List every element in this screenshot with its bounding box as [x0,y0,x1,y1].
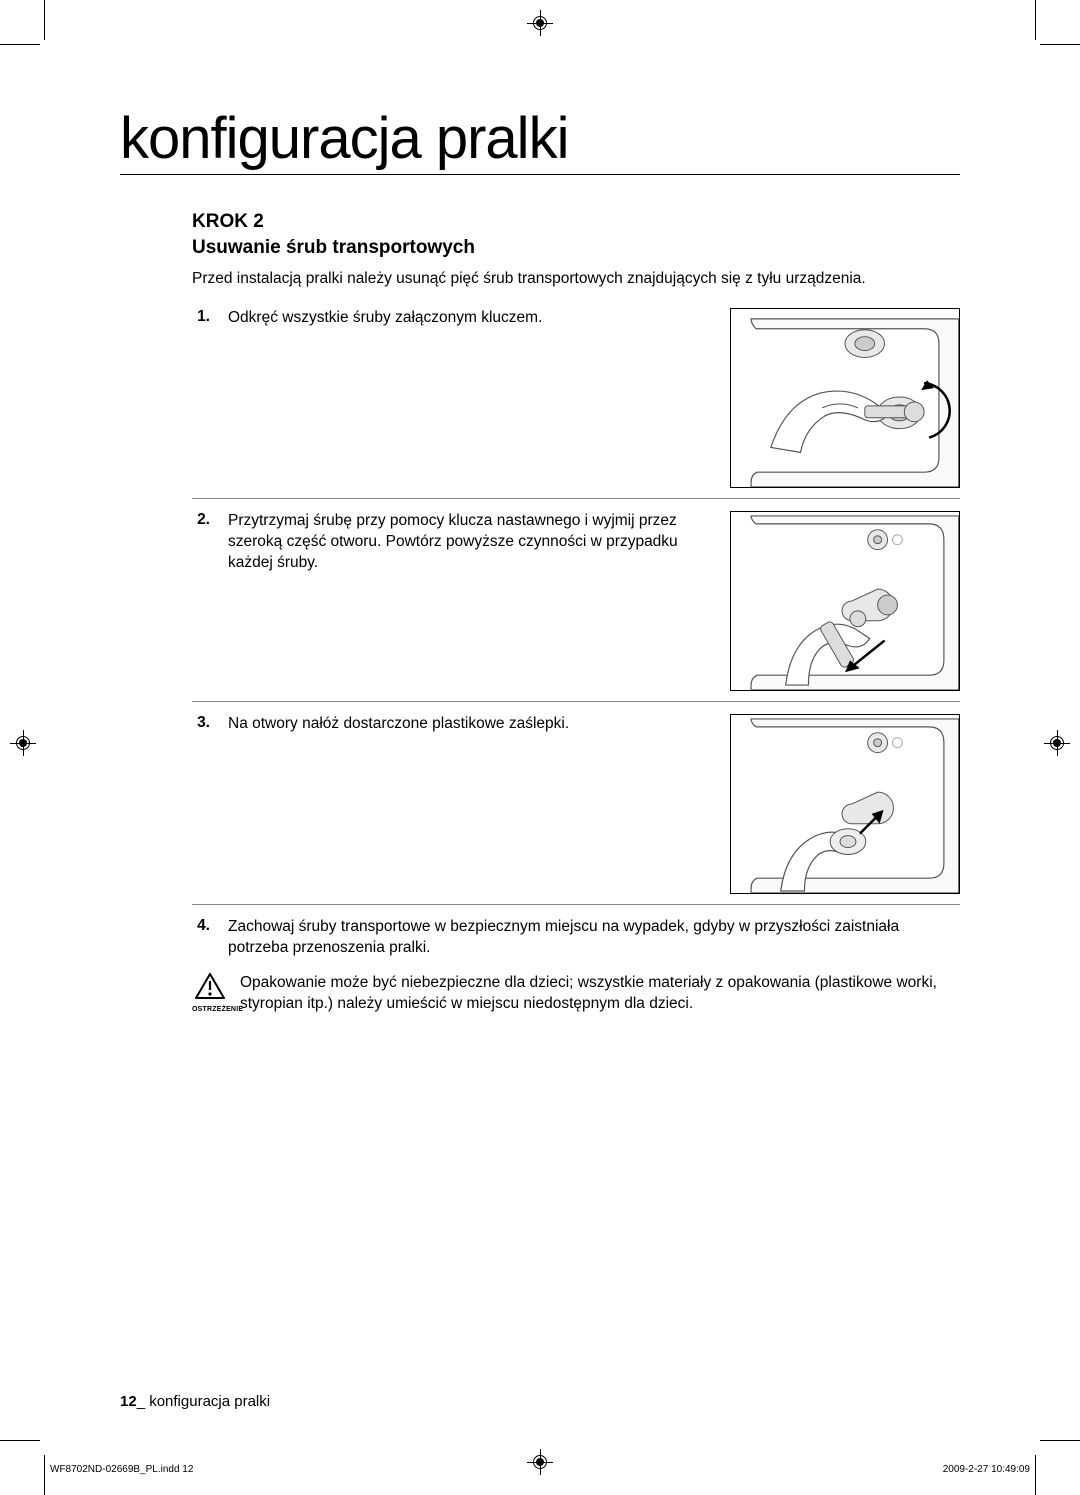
step-row: 3. Na otwory nałóż dostarczone plastikow… [192,701,960,894]
step-text: Przytrzymaj śrubę przy pomocy klucza nas… [228,511,712,691]
step-row: 4. Zachowaj śruby transportowe w bezpiec… [192,904,960,959]
content-column: KROK 2 Usuwanie śrub transportowych Prze… [120,211,960,1015]
footer-section: konfiguracja pralki [149,1393,270,1410]
step-illustration [730,511,960,691]
crop-mark [44,0,45,40]
registration-mark [10,730,36,756]
step-heading: KROK 2 [192,211,960,233]
step-number: 3. [192,714,210,894]
page-footer: 12_ konfiguracja pralki [120,1393,270,1410]
step-number: 4. [192,917,210,959]
warning-block: OSTRZEŻENIE Opakowanie może być niebezpi… [192,973,960,1015]
crop-mark [1040,1440,1080,1441]
chapter-title: konfiguracja pralki [120,105,960,175]
warning-icon: OSTRZEŻENIE [192,973,228,1013]
page-number: 12 [120,1393,137,1410]
step-row: 2. Przytrzymaj śrubę przy pomocy klucza … [192,498,960,691]
registration-mark [1044,730,1070,756]
registration-mark [527,10,553,36]
step-number: 2. [192,511,210,691]
page-frame: konfiguracja pralki KROK 2 Usuwanie śrub… [50,45,1030,1440]
step-illustration [730,714,960,894]
step-text: Odkręć wszystkie śruby załączonym klucze… [228,308,712,488]
crop-mark [1035,1455,1036,1495]
step-number: 1. [192,308,210,488]
crop-mark [1040,44,1080,45]
intro-text: Przed instalacją pralki należy usunąć pi… [192,269,960,290]
step-row: 1. Odkręć wszystkie śruby załączonym klu… [192,308,960,488]
print-slug-timestamp: 2009-2-27 10:49:09 [943,1464,1030,1475]
crop-mark [44,1455,45,1495]
warning-label: OSTRZEŻENIE [192,1006,228,1013]
step-text: Na otwory nałóż dostarczone plastikowe z… [228,714,712,894]
step-subtitle: Usuwanie śrub transportowych [192,237,960,259]
crop-mark [0,1440,40,1441]
footer-separator: _ [137,1393,145,1410]
crop-mark [0,44,40,45]
step-text: Zachowaj śruby transportowe w bezpieczny… [228,917,960,959]
print-slug-file: WF8702ND-02669B_PL.indd 12 [50,1464,193,1475]
registration-mark [527,1449,553,1475]
step-illustration [730,308,960,488]
crop-mark [1035,0,1036,40]
warning-text: Opakowanie może być niebezpieczne dla dz… [240,973,960,1015]
